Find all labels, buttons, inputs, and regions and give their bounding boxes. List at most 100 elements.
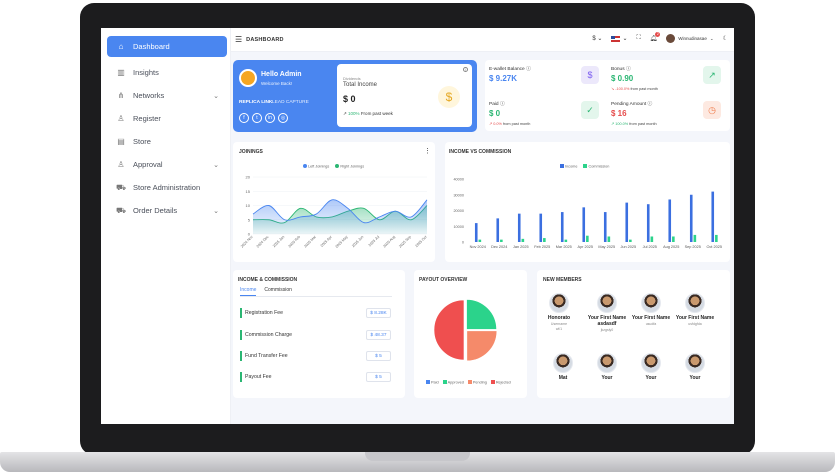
member-avatar — [641, 353, 661, 373]
sidebar-item-label: Dashboard — [133, 42, 170, 51]
twitter-icon[interactable]: t — [252, 113, 262, 123]
y-tick-label: 5 — [248, 217, 251, 222]
row-label: Commission Charge — [245, 332, 292, 338]
hamburger-menu-icon[interactable]: ☰ — [235, 35, 243, 44]
bar-commission — [715, 234, 718, 242]
bar-commission — [650, 236, 654, 242]
x-tick-label: Aug 2025 — [663, 245, 679, 249]
bar-commission — [478, 239, 482, 242]
member-name: Your First Name — [631, 315, 671, 321]
payout-pie-chart — [433, 299, 498, 362]
user-menu[interactable]: Winnudinasae ⌄ — [666, 34, 714, 43]
facebook-icon[interactable]: f — [239, 113, 249, 123]
member-name: Your — [689, 375, 701, 381]
legend-right: Right Joinings — [335, 164, 364, 169]
member-card[interactable]: Your — [585, 353, 629, 381]
sidebar-item-approval[interactable]: ♙ Approval ⌄ — [107, 154, 227, 175]
legend-rejected: Rejected — [490, 380, 511, 385]
sidebar-item-order-details[interactable]: ⛟ Order Details ⌄ — [107, 200, 227, 221]
member-username: usfdgfda — [688, 322, 702, 326]
cart-icon: ⛟ — [115, 205, 127, 215]
y-tick-label: 10 — [246, 203, 251, 208]
theme-toggle-icon[interactable]: ☾ — [722, 36, 728, 42]
payout-legend: Paid Approved Pending Rejected — [426, 380, 511, 385]
row-amount: $ 48.37 — [366, 330, 391, 340]
x-tick-label: 2025 Mar — [303, 234, 317, 248]
bar-income — [646, 204, 650, 242]
y-tick-label: 20 — [246, 175, 251, 180]
sidebar-item-label: Insights — [133, 68, 159, 77]
y-tick-label: 20000 — [453, 209, 464, 213]
tab-commission[interactable]: Commission — [264, 287, 292, 293]
income-row: Fund Transfer Fee $ 5 — [240, 351, 391, 363]
sidebar-item-dashboard[interactable]: ⌂ Dashboard — [107, 36, 227, 57]
tab-income[interactable]: Income — [240, 287, 257, 296]
topbar: ☰ DASHBOARD $ ⌄ ⌄ ⛶ 🔔︎ 2 Winnudinasae ⌄ ☾ — [231, 28, 734, 52]
fullscreen-icon[interactable]: ⛶ — [636, 35, 641, 41]
income-vs-commission-title: INCOME VS COMMISSION — [449, 149, 512, 155]
instagram-icon[interactable]: ◎ — [278, 113, 288, 123]
y-tick-label: 0 — [248, 232, 251, 237]
network-icon: ⋔ — [117, 91, 125, 100]
stats-panel: E-wallet Balance ⓘ $ 9.27K $ Bonus ⓘ $ 0… — [485, 60, 730, 131]
member-card[interactable]: Your First Name usfdgfda — [673, 293, 717, 326]
bar-commission — [629, 239, 632, 242]
x-tick-label: 2025 Jun — [351, 235, 364, 248]
laptop-base — [0, 452, 835, 472]
row-marker — [240, 330, 242, 340]
user-check-icon: ♙ — [117, 160, 125, 169]
member-card[interactable]: Mat — [541, 353, 585, 381]
language-selector[interactable]: ⌄ — [611, 35, 627, 42]
replica-link[interactable]: REPLICA LINK — [239, 100, 273, 105]
member-card[interactable]: Your First Name usudfa — [629, 293, 673, 326]
slice-rejected — [433, 299, 465, 361]
info-icon[interactable]: i — [463, 67, 468, 72]
x-tick-label: Jan 2025 — [513, 245, 529, 249]
legend-paid: Paid — [426, 380, 439, 385]
member-card[interactable]: Honorato Username wl/1 — [537, 293, 581, 331]
stat-value: $ 0.90 — [611, 74, 634, 83]
x-tick-label: 2025 Jan — [272, 235, 285, 248]
income-row: Registration Fee $ 8.28K — [240, 308, 391, 320]
row-marker — [240, 308, 242, 318]
sidebar-item-store[interactable]: ▤ Store — [107, 131, 227, 152]
member-name: Mat — [558, 375, 568, 381]
new-members-card: NEW MEMBERS Honorato Username wl/1 Your … — [537, 270, 730, 398]
member-avatar — [685, 293, 705, 313]
slice-approved — [466, 299, 497, 330]
x-tick-label: 2025 Feb — [288, 235, 302, 249]
topbar-actions: $ ⌄ ⌄ ⛶ 🔔︎ 2 Winnudinasae ⌄ ☾ — [592, 32, 728, 43]
lead-capture-link[interactable]: LEAD CAPTURE — [272, 100, 309, 105]
x-tick-label: 2024 Dec — [256, 235, 270, 249]
money-bag-icon: $ — [438, 86, 460, 108]
x-tick-label: Jun 2025 — [620, 245, 636, 249]
stat-value: $ 9.27K — [489, 74, 518, 83]
sidebar-item-networks[interactable]: ⋔ Networks ⌄ — [107, 85, 227, 106]
linkedin-icon[interactable]: in — [265, 113, 275, 123]
stat-title: Pending Amount ⓘ — [611, 102, 653, 107]
sidebar-item-label: Networks — [133, 91, 165, 100]
store-icon: ▤ — [117, 137, 125, 146]
member-card[interactable]: Your — [629, 353, 673, 381]
more-options-icon[interactable]: ⋮ — [424, 148, 431, 155]
chevron-down-icon: ⌄ — [213, 92, 219, 100]
welcome-subtitle: Welcome Back! — [261, 81, 293, 86]
bell-icon[interactable]: 🔔︎ 2 — [649, 32, 661, 42]
member-card[interactable]: Your — [673, 353, 717, 381]
income-change-percent: 100% — [348, 111, 360, 116]
row-label: Fund Transfer Fee — [245, 353, 288, 359]
bar-commission — [693, 234, 697, 242]
x-tick-label: Jul 2025 — [643, 245, 657, 249]
sidebar-item-store-administration[interactable]: ⛟ Store Administration — [107, 177, 227, 198]
x-tick-label: 2025 Sep — [398, 235, 412, 249]
sidebar-item-insights[interactable]: ▥ Insights — [107, 62, 227, 83]
x-tick-label: 2025 Oct — [415, 235, 428, 248]
sidebar-item-register[interactable]: ♙ Register — [107, 108, 227, 129]
income-commission-card: INCOME & COMMISSION Income Commission Re… — [233, 270, 405, 398]
stat-sub: ↘ -100.0% from past month — [611, 87, 658, 91]
member-username: Username — [550, 322, 568, 326]
income-commission-title: INCOME & COMMISSION — [238, 277, 298, 283]
currency-selector[interactable]: $ ⌄ — [592, 36, 603, 42]
member-card[interactable]: Your First Name asdasdf jkzgsly0 — [585, 293, 629, 332]
bar-commission — [521, 238, 525, 242]
